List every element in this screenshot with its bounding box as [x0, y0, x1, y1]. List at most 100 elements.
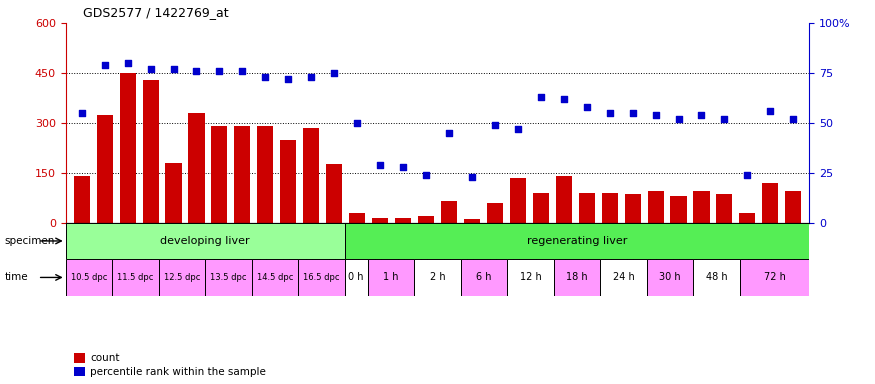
- Text: 0 h: 0 h: [348, 272, 364, 283]
- Point: [556, 96, 570, 102]
- Bar: [739, 259, 809, 296]
- Text: 12.5 dpc: 12.5 dpc: [164, 273, 200, 282]
- Text: 16.5 dpc: 16.5 dpc: [303, 273, 340, 282]
- Text: 18 h: 18 h: [566, 272, 588, 283]
- Bar: [188, 113, 205, 223]
- Point: [511, 126, 525, 132]
- Point: [442, 130, 456, 136]
- Bar: [120, 73, 136, 223]
- Bar: [212, 126, 228, 223]
- Point: [671, 116, 685, 122]
- Bar: [600, 259, 647, 296]
- Bar: [304, 128, 319, 223]
- Bar: [441, 201, 457, 223]
- Bar: [165, 163, 181, 223]
- Point: [419, 172, 433, 178]
- Text: 13.5 dpc: 13.5 dpc: [210, 273, 247, 282]
- Bar: [74, 176, 90, 223]
- Bar: [739, 213, 755, 223]
- Text: 6 h: 6 h: [476, 272, 492, 283]
- Bar: [625, 194, 640, 223]
- Point: [373, 162, 387, 168]
- Bar: [345, 259, 368, 296]
- Bar: [418, 216, 434, 223]
- Bar: [372, 218, 388, 223]
- Bar: [158, 259, 205, 296]
- Text: GDS2577 / 1422769_at: GDS2577 / 1422769_at: [83, 6, 228, 19]
- Text: regenerating liver: regenerating liver: [527, 236, 627, 246]
- Bar: [349, 213, 365, 223]
- Bar: [252, 259, 298, 296]
- Text: 24 h: 24 h: [612, 272, 634, 283]
- Bar: [66, 259, 112, 296]
- Bar: [234, 126, 250, 223]
- Bar: [648, 191, 663, 223]
- Bar: [368, 259, 414, 296]
- Point: [74, 110, 88, 116]
- Bar: [205, 259, 252, 296]
- Text: time: time: [4, 272, 28, 283]
- Point: [626, 110, 640, 116]
- Bar: [414, 259, 461, 296]
- Point: [213, 68, 227, 74]
- Point: [235, 68, 249, 74]
- Point: [121, 60, 135, 66]
- Point: [144, 66, 158, 72]
- Bar: [647, 259, 693, 296]
- Text: 14.5 dpc: 14.5 dpc: [256, 273, 293, 282]
- Bar: [785, 191, 802, 223]
- Text: 72 h: 72 h: [764, 272, 786, 283]
- Point: [465, 174, 479, 180]
- Point: [281, 76, 295, 82]
- Text: 30 h: 30 h: [659, 272, 681, 283]
- Point: [534, 94, 548, 100]
- Point: [740, 172, 754, 178]
- Bar: [112, 259, 158, 296]
- Bar: [345, 223, 809, 259]
- Bar: [556, 176, 571, 223]
- Bar: [395, 218, 411, 223]
- Text: 11.5 dpc: 11.5 dpc: [117, 273, 153, 282]
- Bar: [694, 191, 710, 223]
- Bar: [693, 259, 739, 296]
- Point: [787, 116, 801, 122]
- Point: [166, 66, 180, 72]
- Bar: [96, 114, 113, 223]
- Bar: [66, 223, 345, 259]
- Bar: [762, 183, 779, 223]
- Bar: [461, 259, 507, 296]
- Point: [648, 112, 662, 118]
- Text: 48 h: 48 h: [705, 272, 727, 283]
- Point: [190, 68, 204, 74]
- Text: 10.5 dpc: 10.5 dpc: [71, 273, 107, 282]
- Point: [488, 122, 502, 128]
- Bar: [487, 203, 503, 223]
- Bar: [578, 193, 595, 223]
- Text: developing liver: developing liver: [160, 236, 250, 246]
- Bar: [533, 193, 549, 223]
- Text: 1 h: 1 h: [383, 272, 399, 283]
- Text: specimen: specimen: [4, 236, 55, 246]
- Point: [327, 70, 341, 76]
- Point: [695, 112, 709, 118]
- Text: 2 h: 2 h: [430, 272, 445, 283]
- Bar: [554, 259, 600, 296]
- Bar: [257, 126, 273, 223]
- Point: [580, 104, 594, 110]
- Bar: [670, 196, 687, 223]
- Point: [98, 62, 112, 68]
- Bar: [280, 139, 297, 223]
- Point: [603, 110, 617, 116]
- Bar: [143, 79, 158, 223]
- Point: [350, 120, 364, 126]
- Point: [258, 74, 272, 80]
- Text: count: count: [90, 353, 120, 363]
- Bar: [298, 259, 345, 296]
- Bar: [507, 259, 554, 296]
- Bar: [717, 194, 732, 223]
- Point: [718, 116, 732, 122]
- Text: 12 h: 12 h: [520, 272, 542, 283]
- Text: percentile rank within the sample: percentile rank within the sample: [90, 367, 266, 377]
- Point: [304, 74, 318, 80]
- Bar: [602, 193, 618, 223]
